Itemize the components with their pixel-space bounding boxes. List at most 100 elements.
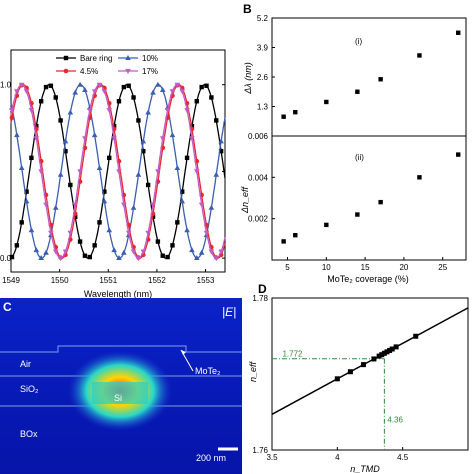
- series-point-3: [86, 108, 93, 114]
- b-data-point: [456, 30, 461, 35]
- d-data-point: [360, 362, 366, 368]
- series-point-0: [209, 95, 214, 100]
- series-point-0: [204, 83, 209, 88]
- b-ytick-label: 5.2: [257, 14, 269, 23]
- series-point-3: [28, 108, 35, 114]
- d-data-point: [334, 376, 340, 382]
- series-point-1: [72, 89, 78, 95]
- series-point-3: [121, 202, 127, 208]
- series-point-0: [116, 99, 122, 104]
- b-ytick-label: 0.006: [248, 132, 269, 141]
- series-point-3: [96, 82, 103, 88]
- panel-d-frame: [271, 297, 469, 451]
- b-data-point: [378, 77, 383, 82]
- series-point-3: [155, 169, 161, 175]
- series-point-3: [43, 202, 49, 208]
- series-point-3: [164, 108, 171, 114]
- series-point-0: [53, 95, 58, 100]
- series-point-0: [136, 118, 141, 123]
- series-point-1: [179, 198, 185, 204]
- panel-c-field-image: C |E| Air SiO₂ Si BOx MoTe₂ 200 nm: [0, 298, 242, 474]
- series-point-3: [62, 249, 69, 255]
- series-point-3: [179, 89, 185, 95]
- a-xtick-label: 1549: [2, 276, 20, 285]
- series-point-0: [214, 118, 219, 123]
- series-point-3: [101, 89, 108, 95]
- b-ytick-label: 0.002: [248, 215, 269, 224]
- series-point-0: [43, 84, 49, 90]
- series-point-0: [63, 148, 68, 154]
- series-point-0: [155, 239, 161, 244]
- series-point-1: [140, 138, 147, 144]
- series-point-0: [170, 243, 175, 248]
- legend-label-1: 10%: [142, 54, 158, 63]
- label-si: Si: [114, 393, 122, 403]
- b-xtick-label: 25: [438, 263, 447, 272]
- legend-marker-2: [63, 68, 69, 74]
- b-data-point: [355, 212, 360, 217]
- series-point-3: [169, 89, 176, 95]
- b-data-point: [456, 152, 461, 157]
- panel-b-i-plot: 1.3 2.6 3.9 5.2: [257, 14, 461, 119]
- series-point-3: [159, 136, 166, 142]
- b-data-point: [417, 53, 422, 58]
- panel-d-xlabel: n_TMD: [350, 464, 380, 474]
- series-line-2: [10, 84, 226, 259]
- b-data-point: [355, 89, 360, 94]
- panel-d-plot: 1.76 1.78 3.5 4 4.5 1.772 4.36: [252, 294, 469, 462]
- series-point-3: [77, 169, 83, 175]
- series-point-3: [135, 256, 142, 262]
- series-point-3: [48, 230, 54, 236]
- b-ytick-label: 3.9: [257, 44, 269, 53]
- b-xtick-label: 20: [399, 263, 408, 272]
- series-point-1: [213, 171, 220, 177]
- series-point-3: [193, 169, 200, 175]
- legend-label-0: Bare ring: [80, 54, 112, 63]
- series-point-3: [72, 202, 78, 208]
- d-annotation: 1.772: [282, 349, 303, 358]
- series-point-3: [140, 249, 147, 255]
- b-data-point: [417, 175, 422, 180]
- b-data-point: [378, 199, 383, 205]
- series-point-0: [48, 83, 54, 88]
- series-point-1: [23, 198, 30, 204]
- label-sio2: SiO₂: [20, 384, 39, 394]
- series-point-1: [77, 81, 83, 87]
- panel-b-i-label: (i): [355, 37, 362, 46]
- series-point-1: [189, 247, 195, 253]
- series-point-0: [194, 99, 199, 104]
- series-point-0: [38, 99, 44, 104]
- b-xtick-label: 15: [361, 263, 370, 272]
- series-point-1: [135, 171, 142, 177]
- series-point-0: [165, 254, 170, 260]
- series-point-0: [160, 253, 165, 258]
- series-point-3: [130, 249, 137, 255]
- series-point-3: [198, 202, 205, 208]
- d-ytick-label: 1.78: [252, 294, 268, 303]
- series-point-0: [175, 220, 180, 225]
- b-data-point: [324, 99, 329, 105]
- panel-a-frame: [10, 49, 226, 273]
- series-point-0: [92, 243, 97, 248]
- panel-d-ylabel: n_eff: [248, 360, 258, 382]
- series-point-1: [57, 171, 64, 177]
- b-data-point: [293, 109, 298, 115]
- panel-d-neff: D 1.76 1.78 3.5 4 4.5 1.772 4.36 n_eff n_TMD: [248, 282, 469, 474]
- series-point-1: [169, 132, 176, 138]
- d-data-point: [381, 350, 387, 356]
- a-xtick-label: 1552: [148, 276, 166, 285]
- d-data-point: [393, 344, 399, 350]
- legend-label-2: 4.5%: [80, 67, 98, 76]
- d-xtick-label: 4.5: [397, 453, 409, 462]
- d-xtick-label: 3.5: [266, 453, 278, 462]
- series-point-1: [82, 87, 88, 93]
- b-xtick-label: 10: [322, 263, 331, 272]
- b-ytick-label: 1.3: [257, 103, 269, 112]
- panel-b-ii-ylabel: Δn_eff: [240, 185, 250, 214]
- b-data-point: [281, 114, 286, 119]
- b-ytick-label: 2.6: [257, 73, 269, 82]
- d-data-point: [347, 369, 353, 375]
- series-point-1: [159, 87, 166, 93]
- series-point-1: [184, 227, 190, 233]
